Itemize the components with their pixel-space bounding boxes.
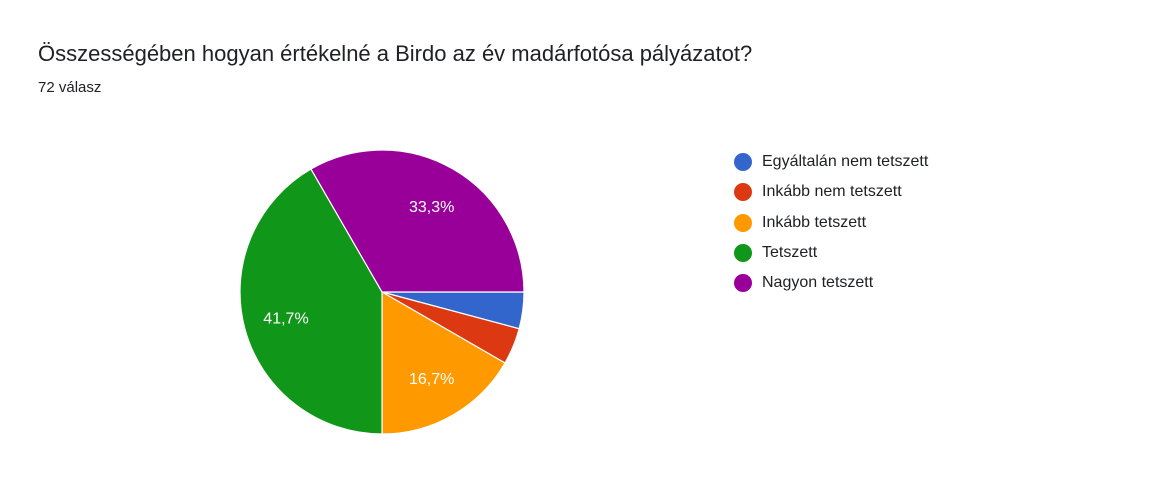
pie-slice[interactable] bbox=[310, 149, 525, 293]
legend-label: Nagyon tetszett bbox=[762, 274, 874, 292]
legend-label: Tetszett bbox=[762, 244, 818, 262]
legend-label: Inkább nem tetszett bbox=[762, 183, 902, 201]
legend-item[interactable]: Inkább tetszett bbox=[734, 208, 928, 238]
legend-label: Egyáltalán nem tetszett bbox=[762, 153, 929, 171]
legend-swatch bbox=[734, 244, 752, 263]
legend-swatch bbox=[734, 153, 752, 172]
legend: Egyáltalán nem tetszett Inkább nem tetsze… bbox=[734, 147, 928, 298]
pie-slice[interactable] bbox=[381, 290, 506, 435]
slice-label: 33,3% bbox=[409, 199, 454, 216]
legend-item[interactable]: Inkább nem tetszett bbox=[734, 177, 928, 207]
slice-label: 16,7% bbox=[409, 371, 454, 388]
legend-swatch bbox=[734, 213, 752, 232]
chart-title: Összességében hogyan értékelné a Birdo a… bbox=[38, 41, 753, 66]
legend-swatch bbox=[734, 274, 752, 293]
legend-item[interactable]: Tetszett bbox=[734, 238, 928, 268]
pie-slice[interactable] bbox=[239, 168, 383, 435]
legend-label: Inkább tetszett bbox=[762, 213, 867, 231]
legend-item[interactable]: Nagyon tetszett bbox=[734, 268, 928, 298]
legend-item[interactable]: Egyáltalán nem tetszett bbox=[734, 147, 928, 177]
legend-swatch bbox=[734, 183, 752, 202]
response-count: 72 válasz bbox=[38, 79, 102, 96]
slice-label: 41,7% bbox=[263, 311, 308, 328]
